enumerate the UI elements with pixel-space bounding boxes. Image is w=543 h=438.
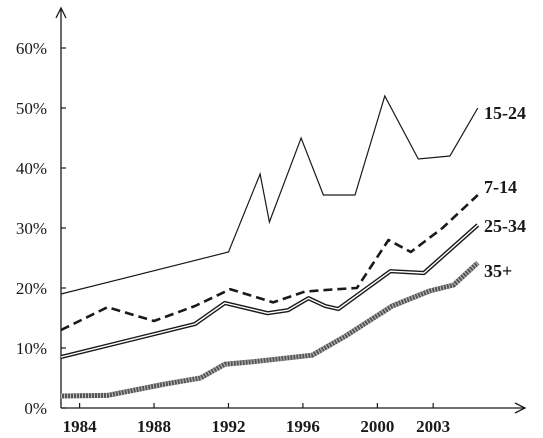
x-tick-label: 2000 [360, 417, 394, 436]
y-tick-label: 20% [16, 279, 47, 298]
series-label-15-24: 15-24 [484, 103, 526, 123]
series-labels: 15-24 7-14 25-34 35+ [484, 103, 526, 281]
series-line-25-34-inner [60, 224, 479, 358]
series-label-35+: 35+ [484, 261, 512, 281]
y-tick-label: 50% [16, 99, 47, 118]
series-line-25-34 [60, 223, 480, 360]
series-line-35+ [60, 260, 480, 399]
x-tick-label: 2003 [416, 417, 450, 436]
x-tick-label: 1984 [63, 417, 98, 436]
x-axis-arrow [514, 402, 527, 414]
x-tick-label: 1992 [211, 417, 245, 436]
series-line-35+-hatch [60, 260, 480, 399]
y-tick-label: 30% [16, 219, 47, 238]
y-tick-label: 10% [16, 339, 47, 358]
y-axis-arrow [55, 6, 67, 19]
axes [55, 6, 527, 414]
series-line-15-24 [60, 94, 479, 295]
y-tick-label: 40% [16, 159, 47, 178]
y-tick-label: 0% [24, 399, 47, 418]
series-line-7-14 [60, 194, 479, 332]
x-tick-label: 1996 [286, 417, 320, 436]
tick-labels: 0% 10% 20% 30% 40% 50% 60% 1984 1988 1992 1996 2000… [16, 39, 450, 436]
series-lines [60, 94, 480, 399]
series-label-7-14: 7-14 [484, 177, 517, 197]
ticks [61, 47, 434, 409]
series-label-25-34: 25-34 [484, 216, 526, 236]
y-tick-label: 60% [16, 39, 47, 58]
x-tick-label: 1988 [137, 417, 171, 436]
